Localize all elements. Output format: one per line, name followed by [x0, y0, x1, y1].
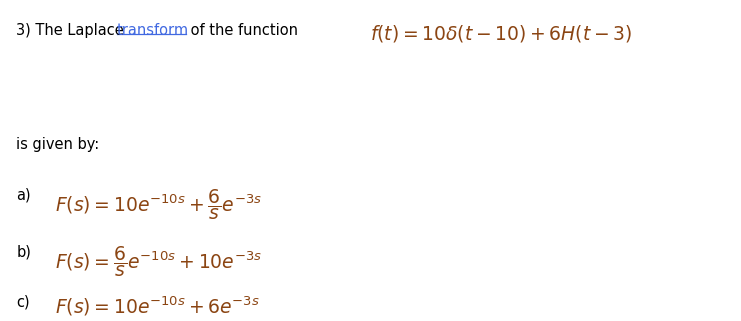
Text: 3) The Laplace: 3) The Laplace	[16, 22, 128, 38]
Text: $F(s) = 10e^{-10s} + \dfrac{6}{s}e^{-3s}$: $F(s) = 10e^{-10s} + \dfrac{6}{s}e^{-3s}…	[55, 187, 262, 222]
Text: a): a)	[16, 187, 31, 202]
Text: $f(t) = 10\delta(t - 10) + 6H(t - 3)$: $f(t) = 10\delta(t - 10) + 6H(t - 3)$	[370, 22, 633, 44]
Text: c): c)	[16, 294, 30, 309]
Text: $F(s) = \dfrac{6}{s}e^{-10s} + 10e^{-3s}$: $F(s) = \dfrac{6}{s}e^{-10s} + 10e^{-3s}…	[55, 245, 262, 280]
Text: is given by:: is given by:	[16, 137, 99, 152]
Text: $F(s) = 10e^{-10s} + 6e^{-3s}$: $F(s) = 10e^{-10s} + 6e^{-3s}$	[55, 294, 259, 318]
Text: of the function: of the function	[186, 22, 298, 38]
Text: transform: transform	[116, 22, 189, 38]
Text: b): b)	[16, 245, 31, 260]
